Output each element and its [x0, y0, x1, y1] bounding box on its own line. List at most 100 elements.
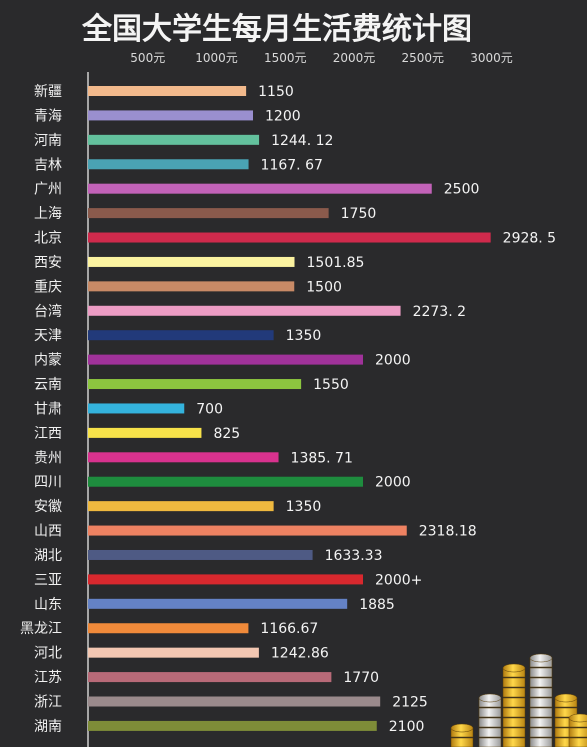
data-label: 1633.33	[325, 548, 383, 564]
coin	[502, 717, 526, 728]
category-label: 重庆	[34, 279, 62, 295]
x-tick-label: 1500元	[264, 51, 307, 65]
data-label: 1750	[341, 206, 377, 222]
category-label: 天津	[34, 328, 62, 344]
category-label: 新疆	[34, 84, 62, 100]
category-label: 内蒙	[34, 353, 62, 369]
category-label: 云南	[34, 377, 62, 393]
coin	[568, 727, 587, 738]
coin	[478, 727, 502, 738]
coin	[568, 737, 587, 747]
x-tick-label: 3000元	[470, 51, 513, 65]
bar	[88, 379, 302, 390]
bar	[88, 208, 329, 219]
category-label: 江苏	[34, 670, 62, 686]
data-label: 2318.18	[419, 524, 477, 540]
data-label: 1200	[265, 108, 301, 124]
bar	[88, 86, 247, 96]
coin	[502, 697, 526, 708]
data-label: 1150	[258, 84, 294, 100]
category-label: 广州	[34, 182, 62, 198]
data-label: 2273. 2	[413, 304, 466, 320]
category-label: 台湾	[34, 303, 62, 320]
category-label: 安徽	[34, 499, 62, 515]
bar	[88, 647, 259, 658]
coin	[502, 687, 526, 698]
coin-top	[568, 713, 587, 723]
coin	[529, 667, 553, 678]
coin-top	[450, 723, 474, 733]
x-tick-labels: 500元 1000元 1500元 2000元 2500元 3000元	[130, 51, 512, 65]
bar	[88, 232, 491, 243]
x-tick-label: 2500元	[401, 51, 444, 65]
coin-top	[529, 653, 553, 663]
coin	[502, 727, 526, 738]
coin-top	[554, 693, 578, 703]
coin	[529, 717, 553, 728]
category-label: 湖北	[34, 548, 62, 564]
bar	[88, 134, 260, 145]
bar	[88, 403, 185, 414]
data-label: 2100	[389, 719, 425, 735]
coin-top	[478, 693, 502, 703]
category-label: 三亚	[34, 572, 62, 588]
data-label: 1167. 67	[261, 157, 323, 173]
coin	[529, 707, 553, 718]
data-label: 1885	[359, 597, 395, 613]
data-label: 2125	[392, 695, 428, 711]
category-label: 山东	[34, 597, 62, 613]
category-label: 北京	[34, 231, 62, 247]
data-label: 2000	[375, 353, 411, 369]
category-label: 山西	[34, 524, 62, 540]
bar	[88, 720, 377, 731]
category-label: 河北	[34, 646, 62, 662]
x-tick-label: 500元	[130, 51, 165, 65]
coin	[502, 737, 526, 747]
data-label: 700	[196, 401, 223, 417]
coin	[478, 707, 502, 718]
x-tick-label: 1000元	[195, 51, 238, 65]
data-label: 1244. 12	[271, 133, 333, 149]
data-label: 825	[213, 426, 240, 442]
coin	[529, 697, 553, 708]
bar	[88, 305, 401, 316]
chart-title: 全国大学生每月生活费统计图	[81, 12, 472, 47]
data-label: 2500	[444, 182, 480, 198]
bar	[88, 525, 407, 536]
bar	[88, 183, 432, 194]
bar	[88, 110, 253, 121]
category-label: 青海	[34, 108, 62, 124]
bar	[88, 330, 274, 341]
coin	[478, 717, 502, 728]
bar	[88, 354, 363, 365]
bar	[88, 427, 202, 438]
coin	[529, 677, 553, 688]
data-label: 1500	[306, 279, 342, 295]
bar	[88, 256, 295, 267]
bar	[88, 598, 348, 609]
data-label: 2928. 5	[503, 231, 556, 247]
data-label: 1166.67	[260, 621, 318, 637]
data-label: 1550	[313, 377, 349, 393]
bar	[88, 696, 381, 707]
coins-icon	[450, 653, 587, 747]
bar	[88, 501, 274, 512]
x-tick-label: 2000元	[333, 51, 376, 65]
data-label: 2000	[375, 475, 411, 491]
data-label: 1501.85	[307, 255, 365, 271]
bar	[88, 672, 332, 683]
coin	[554, 707, 578, 718]
coin	[450, 737, 474, 747]
coin	[502, 677, 526, 688]
data-label: 1350	[286, 499, 322, 515]
coin	[502, 707, 526, 718]
category-label: 江西	[34, 426, 62, 442]
data-label: 1242.86	[271, 646, 329, 662]
bar	[88, 549, 313, 560]
category-label: 湖南	[34, 719, 62, 735]
bar	[88, 452, 279, 463]
bar	[88, 574, 363, 585]
bar	[88, 281, 295, 292]
